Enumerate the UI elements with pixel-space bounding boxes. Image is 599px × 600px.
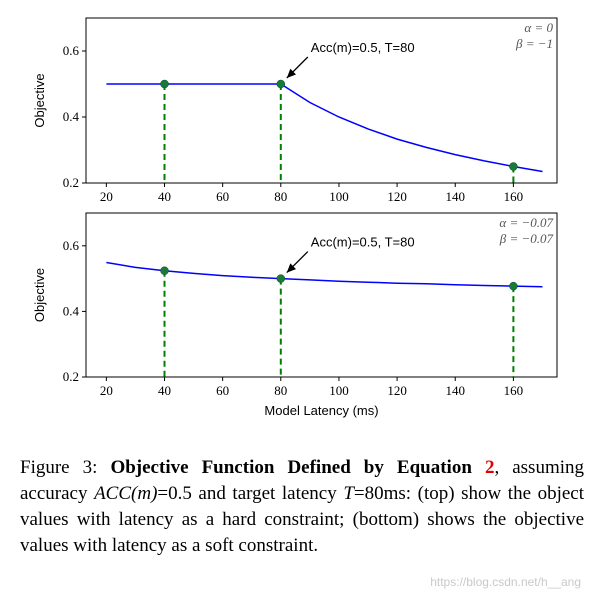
x-tick-label: 20 [100, 189, 113, 204]
watermark-text: https://blog.csdn.net/h__ang [430, 575, 581, 589]
x-tick-label: 60 [216, 189, 229, 204]
caption-part3: =80ms: (top) show the object values with… [20, 483, 584, 556]
plot-frame [85, 17, 558, 184]
x-tick-label: 60 [216, 383, 229, 398]
annotation-text: Acc(m)=0.5, T=80 [311, 235, 415, 250]
y-tick-label: 0.6 [63, 43, 80, 58]
caption-bold-title: Objective Function Defined by Equation [110, 457, 472, 478]
x-tick-label: 140 [445, 383, 465, 398]
caption-part1: , assuming accuracy [20, 457, 584, 504]
y-tick-label: 0.6 [63, 238, 80, 253]
x-tick-label: 40 [158, 189, 171, 204]
data-point-marker [276, 274, 286, 283]
caption-equation-ref[interactable]: 2 [484, 457, 495, 478]
x-tick-label: 120 [387, 383, 407, 398]
alpha-param-label: α = 0 [524, 20, 553, 35]
y-tick-label: 0.4 [63, 303, 80, 318]
caption-part2: =0.5 and target latency [157, 483, 344, 504]
x-axis-label: Model Latency (ms) [264, 403, 378, 418]
caption-prefix: Figure 3: [20, 457, 111, 478]
x-tick-label: 80 [274, 383, 287, 398]
chart-panel-2: 20 40 60 80 100 120 140 160 0.2 0.4 0.6 Objective Mo… [32, 212, 558, 418]
annotation-text: Acc(m)=0.5, T=80 [311, 40, 415, 55]
x-tick-label: 160 [504, 189, 524, 204]
figure-caption: Figure 3: Objective Function Defined by … [20, 455, 584, 559]
data-point-marker [509, 281, 518, 291]
y-axis-label: Objective [32, 73, 47, 127]
y-tick-label: 0.2 [63, 369, 79, 384]
data-point-marker [160, 266, 169, 275]
x-tick-label: 100 [329, 189, 349, 204]
objective-series-line [106, 83, 543, 173]
y-tick-label: 0.4 [63, 109, 80, 124]
data-point-marker [160, 79, 169, 89]
objective-series-line [106, 261, 543, 288]
alpha-param-label: α = −0.07 [499, 215, 553, 230]
x-tick-label: 20 [100, 383, 113, 398]
annotation-arrow-head [286, 263, 296, 273]
annotation-arrow-head [286, 68, 296, 78]
x-tick-label: 40 [158, 383, 171, 398]
beta-param-label: β = −0.07 [499, 231, 554, 246]
x-tick-label: 80 [274, 189, 287, 204]
x-tick-label: 160 [504, 383, 524, 398]
x-tick-label: 100 [329, 383, 349, 398]
chart-panel-1: 20 40 60 80 100 120 140 160 0.2 0.4 0.6 Objective Ac… [32, 17, 558, 204]
caption-t-math: T [343, 483, 354, 504]
caption-acc-math: ACC(m) [94, 483, 158, 504]
y-axis-label: Objective [32, 268, 47, 322]
y-tick-label: 0.2 [63, 175, 79, 190]
data-point-marker [276, 79, 286, 89]
x-tick-label: 140 [445, 189, 465, 204]
x-tick-label: 120 [387, 189, 407, 204]
data-point-marker [509, 162, 518, 171]
plot-frame [85, 212, 558, 378]
beta-param-label: β = −1 [515, 36, 553, 51]
